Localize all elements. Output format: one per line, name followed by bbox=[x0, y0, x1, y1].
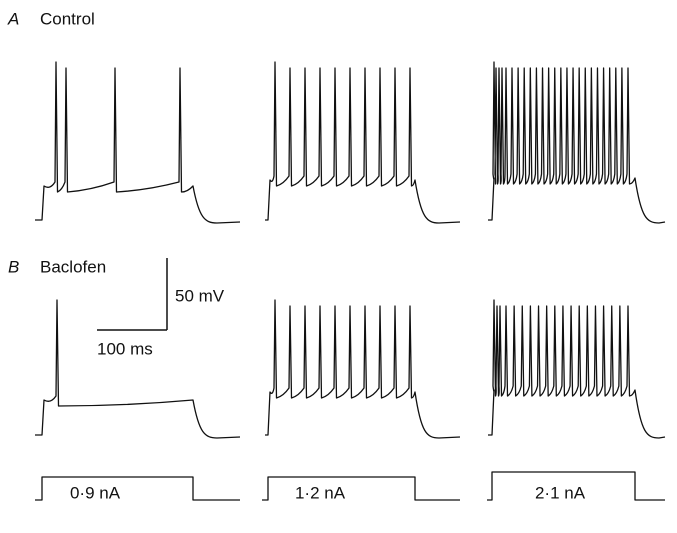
current-label: 0·9 nA bbox=[70, 483, 121, 502]
current-step bbox=[487, 471, 665, 501]
scale-bar-voltage: 50 mV bbox=[175, 286, 225, 305]
panel-label: B bbox=[8, 257, 19, 276]
voltage-trace bbox=[488, 299, 666, 439]
current-step bbox=[35, 476, 240, 501]
current-label: 2·1 nA bbox=[535, 483, 586, 502]
panel-label: A bbox=[7, 9, 19, 28]
voltage-trace bbox=[488, 61, 666, 224]
panel-title: Baclofen bbox=[40, 257, 106, 276]
current-step bbox=[262, 476, 460, 501]
voltage-trace bbox=[265, 61, 461, 224]
voltage-trace bbox=[265, 299, 461, 439]
current-label: 1·2 nA bbox=[295, 483, 346, 502]
voltage-trace bbox=[35, 61, 241, 224]
scale-bar-time: 100 ms bbox=[97, 339, 153, 358]
panel-title: Control bbox=[40, 9, 95, 28]
voltage-trace bbox=[35, 299, 241, 439]
